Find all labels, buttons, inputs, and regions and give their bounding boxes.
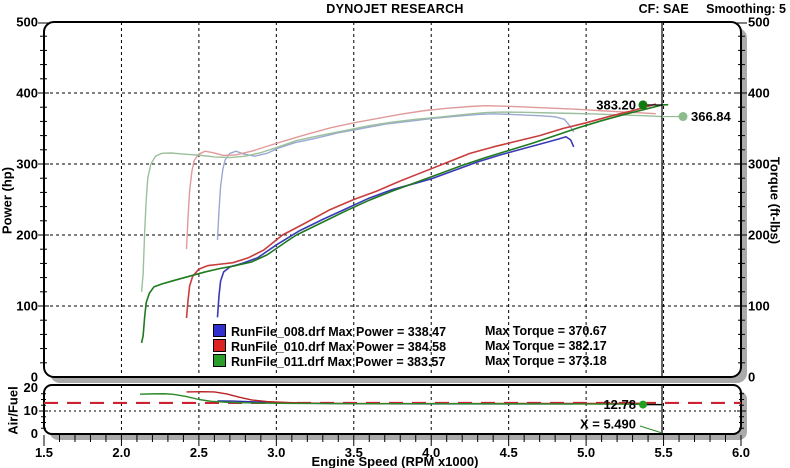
marker-dot-afr_011[interactable] — [639, 400, 648, 409]
afr-plot-area — [44, 385, 741, 434]
curve-power_011 — [140, 103, 669, 344]
rpm-tick-4: 4.0 — [422, 445, 440, 460]
correction-factor-label: CF: SAE — [638, 2, 689, 16]
correction-smoothing-info: CF: SAE Smoothing: 5 — [625, 2, 786, 16]
legend-swatch-run011 — [213, 354, 226, 367]
power-tick-300: 300 — [16, 157, 38, 172]
torque-tick-400: 400 — [748, 86, 770, 101]
afr-tick-0: 0 — [31, 426, 38, 441]
rpm-tick-1.5: 1.5 — [35, 445, 53, 460]
marker-value-torque_011: 366.84 — [691, 109, 732, 124]
legend-run008-torque-text: Max Torque = 370.67 — [485, 324, 607, 338]
page-title: DYNOJET RESEARCH — [326, 2, 464, 16]
afr-tick-20: 20 — [24, 380, 38, 395]
curve-afr_011 — [140, 393, 663, 406]
legend-swatch-run008 — [213, 324, 226, 337]
rpm-tick-3.5: 3.5 — [345, 445, 363, 460]
legend-row-run010[interactable]: RunFile_010.drf Max Power = 384.58 Max To… — [213, 339, 683, 354]
rpm-tick-5: 5.0 — [577, 445, 595, 460]
power-axis-label: Power (hp) — [0, 166, 15, 235]
afr-chart-frame — [43, 384, 742, 435]
rpm-tick-4.5: 4.5 — [500, 445, 518, 460]
legend-row-run011[interactable]: RunFile_011.drf Max Power = 383.57 Max To… — [213, 354, 683, 369]
power-tick-400: 400 — [16, 86, 38, 101]
power-tick-100: 100 — [16, 299, 38, 314]
afr-tick-10: 10 — [24, 403, 38, 418]
legend-run010-power-text: RunFile_010.drf Max Power = 384.58 — [231, 340, 447, 354]
rpm-tick-6: 6.0 — [732, 445, 750, 460]
cursor-x-value: X = 5.490 — [580, 417, 636, 432]
marker-value-power_011: 383.20 — [596, 97, 636, 112]
power-tick-500: 500 — [16, 15, 38, 30]
legend-swatch-run010 — [213, 339, 226, 352]
power-tick-0: 0 — [31, 370, 38, 385]
main-plot-area — [44, 22, 741, 377]
legend-run008-power-text: RunFile_008.drf Max Power = 338.47 — [231, 325, 447, 339]
marker-dot-torque_011[interactable] — [678, 112, 688, 122]
rpm-tick-5.5: 5.5 — [655, 445, 673, 460]
curve-torque_011 — [140, 111, 663, 292]
torque-axis-label: Torque (ft-lbs) — [767, 156, 783, 245]
torque-tick-100: 100 — [748, 299, 770, 314]
legend-run011-power-text: RunFile_011.drf Max Power = 383.57 — [231, 355, 446, 369]
power-tick-200: 200 — [16, 228, 38, 243]
curve-power_010 — [185, 103, 657, 319]
smoothing-label: Smoothing: 5 — [706, 2, 786, 16]
cursor-label-leader — [639, 425, 663, 434]
torque-tick-300: 300 — [748, 157, 770, 172]
legend-run010-torque-text: Max Torque = 382.17 — [485, 339, 607, 353]
rpm-tick-3: 3.0 — [267, 445, 285, 460]
torque-tick-200: 200 — [748, 228, 770, 243]
marker-value-afr_011: 12.78 — [603, 397, 636, 412]
rpm-tick-2: 2.0 — [112, 445, 130, 460]
rpm-tick-2.5: 2.5 — [190, 445, 208, 460]
legend-run011-torque-text: Max Torque = 373.18 — [485, 354, 607, 368]
marker-dot-power_011[interactable] — [638, 100, 648, 110]
main-chart-frame — [43, 21, 742, 378]
legend: RunFile_008.drf Max Power = 338.47 Max To… — [213, 324, 683, 369]
legend-row-run008[interactable]: RunFile_008.drf Max Power = 338.47 Max To… — [213, 324, 683, 339]
x-axis-label: Engine Speed (RPM x1000) — [311, 454, 479, 468]
afr-axis-label: Air/Fuel — [5, 386, 21, 435]
torque-tick-0: 0 — [748, 370, 755, 385]
torque-tick-500: 500 — [748, 15, 770, 30]
curve-power_008 — [216, 135, 575, 318]
